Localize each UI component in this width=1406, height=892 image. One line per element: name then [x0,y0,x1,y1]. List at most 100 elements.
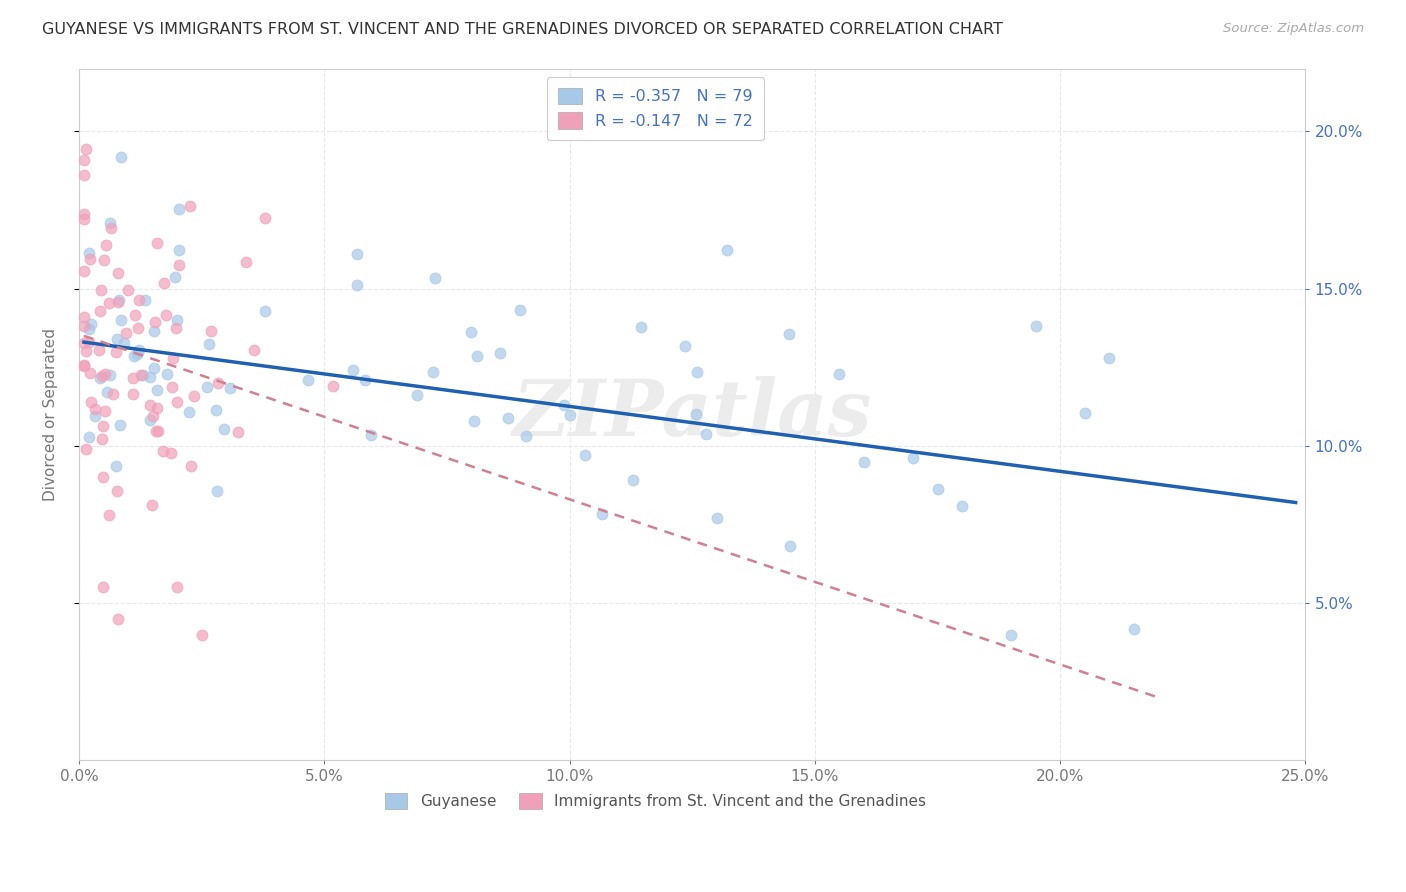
Point [342,363,364,377]
Point [591,508,613,522]
Point [1000,627,1022,641]
Point [79,367,101,381]
Point [79,252,101,266]
Point [98,295,121,310]
Point [122,349,145,363]
Point [673,339,696,353]
Point [685,407,707,421]
Point [574,448,596,462]
Point [77,246,100,260]
Point [73,319,96,334]
Point [927,483,949,497]
Point [73,153,96,167]
Point [1025,318,1047,333]
Point [354,374,377,388]
Point [98,368,121,382]
Point [132,368,155,382]
Point [200,324,222,338]
Point [128,293,150,307]
Point [198,336,221,351]
Point [901,451,924,466]
Point [93,253,115,268]
Point [621,473,644,487]
Point [1122,623,1144,637]
Point [212,422,235,436]
Point [950,499,973,513]
Point [156,367,179,381]
Point [1073,406,1095,420]
Point [1098,351,1121,365]
Point [84,409,107,423]
Point [630,319,652,334]
Point [139,398,162,412]
Point [515,428,537,442]
Point [243,343,266,357]
Point [77,321,100,335]
Point [155,308,177,322]
Point [496,410,519,425]
Point [405,388,427,402]
Point [117,283,139,297]
Point [84,401,107,416]
Y-axis label: Divorced or Separated: Divorced or Separated [44,328,58,501]
Point [91,470,114,484]
Point [75,343,97,358]
Point [143,324,166,338]
Point [127,347,149,361]
Point [139,370,162,384]
Point [153,277,176,291]
Point [460,325,482,339]
Point [205,403,228,417]
Point [235,255,257,269]
Point [73,168,96,182]
Point [93,581,115,595]
Point [107,483,129,498]
Point [143,315,166,329]
Point [162,351,184,366]
Point [695,426,717,441]
Point [179,199,201,213]
Point [77,430,100,444]
Point [98,217,121,231]
Point [124,308,146,322]
Point [142,409,165,423]
Point [94,367,117,381]
Point [145,236,167,251]
Point [183,389,205,403]
Point [104,345,127,359]
Point [166,581,188,595]
Point [463,414,485,428]
Point [207,376,229,390]
Point [115,326,138,340]
Point [110,150,132,164]
Point [129,368,152,382]
Point [779,539,801,553]
Point [73,310,96,324]
Point [108,417,131,432]
Point [107,612,129,626]
Point [226,425,249,439]
Point [253,303,276,318]
Point [160,380,183,394]
Point [253,211,276,225]
Point [197,380,219,394]
Point [852,455,875,469]
Point [100,221,122,235]
Point [169,202,191,217]
Point [139,413,162,427]
Text: ZIPatlas: ZIPatlas [513,376,872,453]
Point [146,401,169,416]
Point [108,293,131,307]
Point [167,244,190,258]
Point [121,371,143,385]
Point [110,312,132,326]
Point [219,381,242,395]
Point [75,142,97,156]
Point [112,336,135,351]
Point [190,627,212,641]
Point [89,371,111,385]
Point [107,266,129,280]
Point [141,498,163,512]
Point [104,458,127,473]
Point [89,343,111,357]
